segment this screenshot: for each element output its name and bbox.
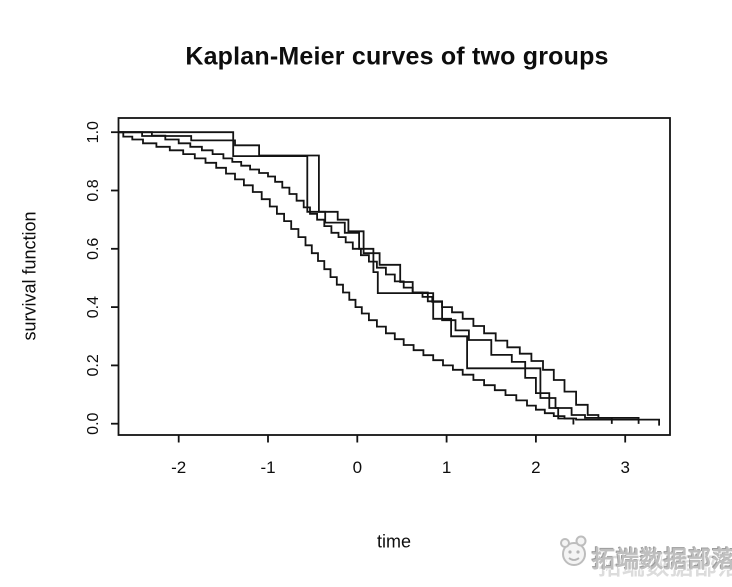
x-axis-title: time — [376, 531, 412, 552]
x-tick-label: -2 — [171, 458, 186, 477]
chart-title: Kaplan-Meier curves of two groups — [185, 42, 609, 71]
x-tick-label: 3 — [620, 458, 629, 477]
x-tick-label: 2 — [531, 458, 540, 477]
x-tick-label: -1 — [260, 458, 275, 477]
km-curve-group2-km-dense — [118, 131, 640, 424]
y-tick-label: 0.8 — [85, 179, 102, 201]
y-axis-title: survival function — [19, 211, 40, 341]
km-curve-group2-sparse — [118, 131, 575, 425]
y-tick-label: 0.2 — [85, 354, 102, 376]
x-tick-label: 1 — [442, 458, 451, 477]
x-tick-label: 0 — [353, 458, 362, 477]
y-tick-label: 0.4 — [85, 296, 102, 318]
km-curve-group1-sparse — [118, 131, 613, 424]
plot-box — [117, 117, 671, 436]
y-tick-label: 0.6 — [85, 238, 102, 260]
y-tick-label: 0.0 — [85, 412, 102, 434]
y-tick-label: 1.0 — [85, 121, 102, 143]
km-curve-group1-km-dense — [118, 131, 660, 426]
